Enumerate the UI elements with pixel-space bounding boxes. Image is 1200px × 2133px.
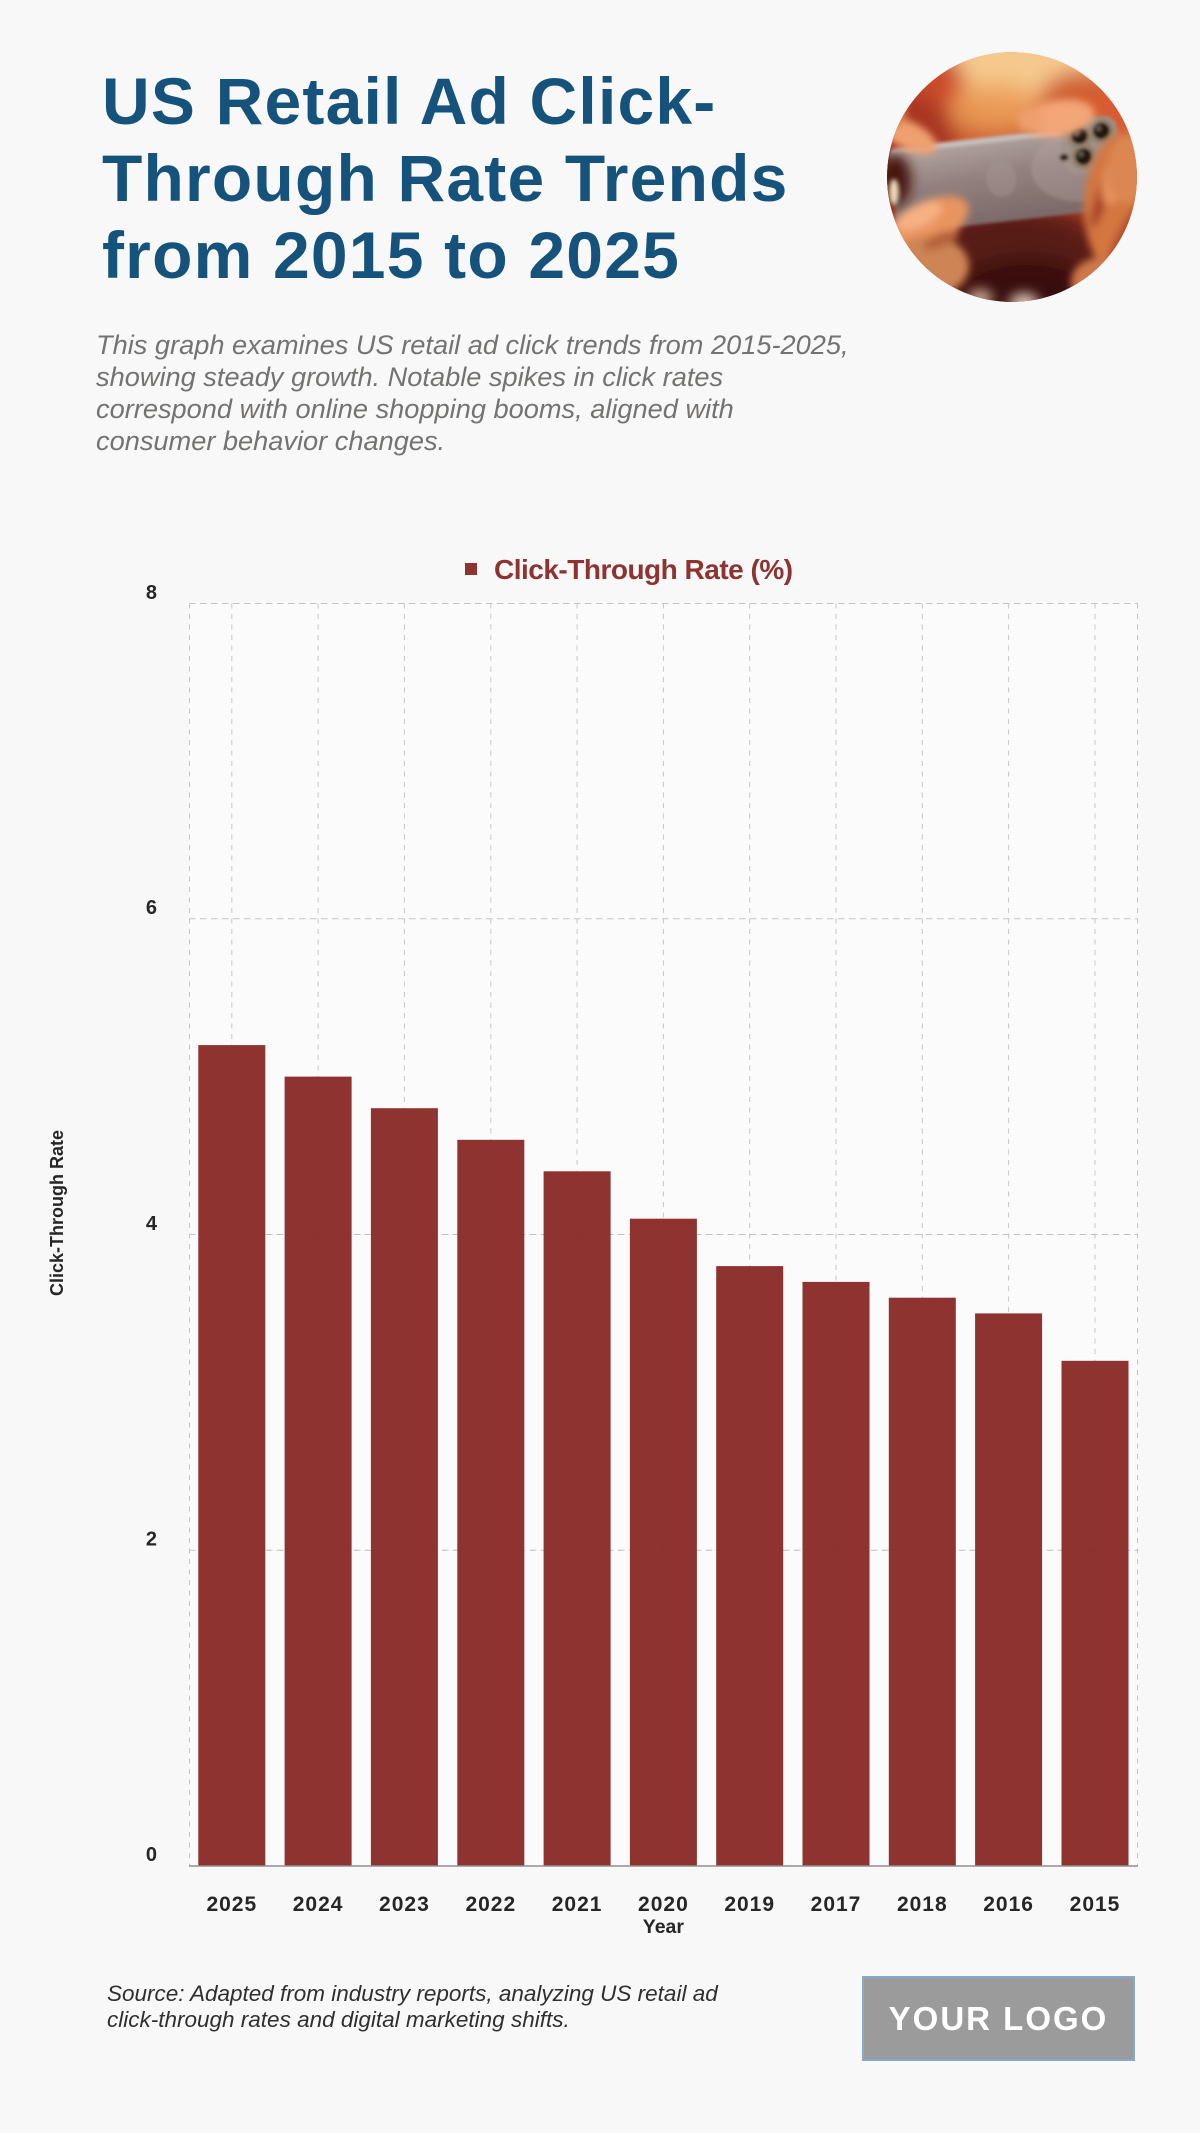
svg-text:2: 2 xyxy=(146,1529,157,1551)
svg-text:8: 8 xyxy=(146,582,157,604)
svg-text:2022: 2022 xyxy=(465,1893,516,1916)
svg-text:2018: 2018 xyxy=(897,1893,948,1916)
svg-text:Click-Through Rate (%): Click-Through Rate (%) xyxy=(494,554,793,585)
svg-text:2024: 2024 xyxy=(293,1893,344,1916)
svg-text:2020: 2020 xyxy=(638,1893,689,1916)
svg-text:2025: 2025 xyxy=(206,1893,257,1916)
svg-text:0: 0 xyxy=(146,1844,157,1866)
svg-text:4: 4 xyxy=(146,1213,158,1235)
svg-text:2017: 2017 xyxy=(811,1893,862,1916)
svg-text:2023: 2023 xyxy=(379,1893,430,1916)
svg-text:Click-Through Rate: Click-Through Rate xyxy=(47,1130,67,1296)
svg-text:2021: 2021 xyxy=(552,1893,603,1916)
svg-text:Year: Year xyxy=(643,1916,685,1938)
svg-text:2019: 2019 xyxy=(724,1893,775,1916)
svg-text:6: 6 xyxy=(146,897,157,919)
svg-text:2015: 2015 xyxy=(1070,1893,1121,1916)
svg-text:2016: 2016 xyxy=(983,1893,1034,1916)
